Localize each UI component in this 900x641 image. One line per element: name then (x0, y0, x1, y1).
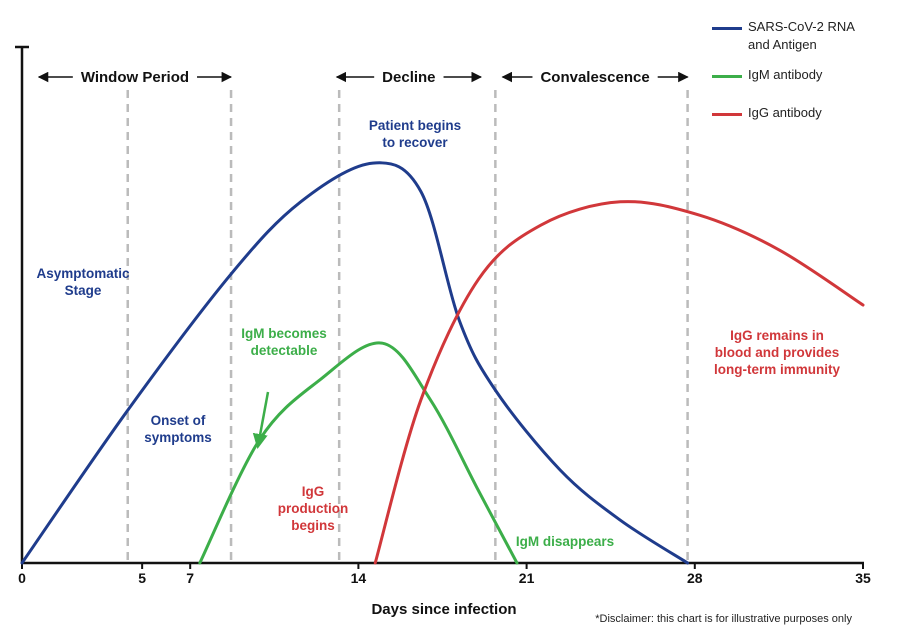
phase-label: Decline (382, 69, 435, 86)
annotation: IgG remains in (730, 328, 824, 343)
annotation: Stage (65, 283, 102, 298)
annotation: IgM becomes (241, 326, 327, 341)
x-tick-label: 28 (687, 570, 703, 586)
x-tick-label: 14 (351, 570, 367, 586)
annotation: symptoms (144, 430, 212, 445)
series-line (198, 341, 519, 565)
annotation: Onset of (151, 413, 206, 428)
annotation: blood and provides (715, 345, 840, 360)
legend-label: SARS-CoV-2 RNA and Antigen (748, 19, 855, 52)
legend-swatch (712, 113, 742, 116)
annotation: detectable (251, 343, 318, 358)
series-line (373, 200, 865, 565)
annotation: IgM disappears (516, 534, 614, 549)
series-line (20, 161, 690, 565)
x-tick-label: 0 (18, 570, 26, 586)
legend-label: IgM antibody (748, 67, 823, 82)
annotation: IgG (302, 484, 325, 499)
x-axis-label: Days since infection (371, 601, 516, 618)
footnote: *Disclaimer: this chart is for illustrat… (595, 613, 852, 625)
annotation: Asymptomatic (36, 266, 130, 281)
x-tick-label: 7 (186, 570, 194, 586)
legend-label: IgG antibody (748, 105, 822, 120)
x-tick-label: 5 (138, 570, 146, 586)
annotation: Patient begins (369, 118, 461, 133)
legend-item: IgG antibody (712, 104, 892, 122)
annotation: to recover (382, 135, 448, 150)
annotation: long-term immunity (714, 362, 840, 377)
legend-item: SARS-CoV-2 RNA and Antigen (712, 18, 892, 54)
x-tick-label: 21 (519, 570, 535, 586)
phase-label: Window Period (81, 69, 189, 86)
legend-item: IgM antibody (712, 66, 892, 84)
x-tick-label: 35 (855, 570, 871, 586)
legend-swatch (712, 27, 742, 30)
legend-swatch (712, 75, 742, 78)
phase-label: Convalescence (540, 69, 649, 86)
annotation: production (278, 501, 349, 516)
annotation: begins (291, 518, 335, 533)
